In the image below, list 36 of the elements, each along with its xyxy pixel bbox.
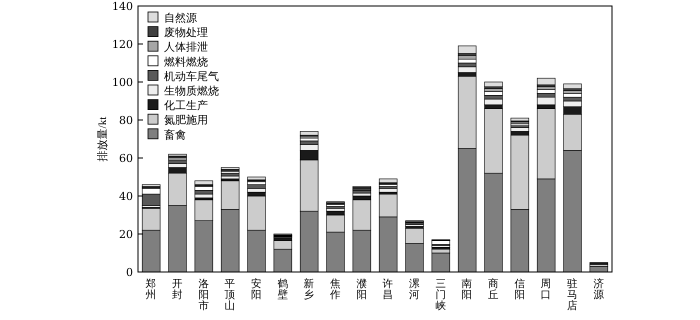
x-tick-label: 三门峡 bbox=[435, 278, 446, 312]
x-tick-label: 开封 bbox=[172, 278, 183, 301]
y-tick-label: 80 bbox=[119, 114, 133, 127]
x-tick-label: 济源 bbox=[593, 277, 604, 301]
y-axis-title: 排放量/kt bbox=[97, 116, 109, 162]
legend-label: 废物处理 bbox=[164, 26, 208, 40]
y-tick-label: 120 bbox=[112, 38, 133, 51]
x-tick-label: 漯河 bbox=[409, 278, 420, 301]
y-tick-label: 0 bbox=[126, 266, 133, 279]
x-tick-label: 平顶山 bbox=[224, 278, 236, 312]
x-tick-label: 洛阳市 bbox=[198, 278, 210, 312]
legend-label: 畜禽 bbox=[164, 128, 186, 142]
x-tick-label: 驻马店 bbox=[567, 277, 578, 312]
x-tick-label: 许昌 bbox=[382, 278, 394, 301]
x-tick-label: 商丘 bbox=[488, 277, 499, 301]
x-tick-label: 周口 bbox=[540, 278, 552, 301]
legend-label: 生物质燃烧 bbox=[164, 84, 219, 98]
y-tick-label: 100 bbox=[112, 76, 133, 89]
y-tick-label: 140 bbox=[112, 0, 133, 13]
x-tick-label: 安阳 bbox=[251, 277, 262, 301]
legend-label: 化工生产 bbox=[164, 99, 208, 112]
y-tick-label: 60 bbox=[119, 152, 133, 165]
x-tick-label: 鹤壁 bbox=[277, 277, 288, 301]
y-tick-label: 20 bbox=[119, 228, 133, 241]
legend-label: 燃料燃烧 bbox=[164, 55, 208, 68]
x-tick-label: 南阳 bbox=[462, 277, 473, 301]
x-tick-label: 信阳 bbox=[514, 278, 526, 301]
x-tick-label: 郑州 bbox=[146, 278, 157, 301]
legend-label: 自然源 bbox=[164, 12, 197, 24]
legend-label: 人体排泄 bbox=[164, 40, 208, 54]
legend-label: 氮肥施用 bbox=[164, 114, 208, 127]
x-tick-label: 濮阳 bbox=[356, 278, 368, 301]
y-tick-label: 40 bbox=[119, 190, 133, 203]
legend-label: 机动车尾气 bbox=[164, 70, 219, 83]
x-tick-label: 新乡 bbox=[304, 277, 315, 301]
x-tick-label: 焦作 bbox=[329, 278, 341, 301]
